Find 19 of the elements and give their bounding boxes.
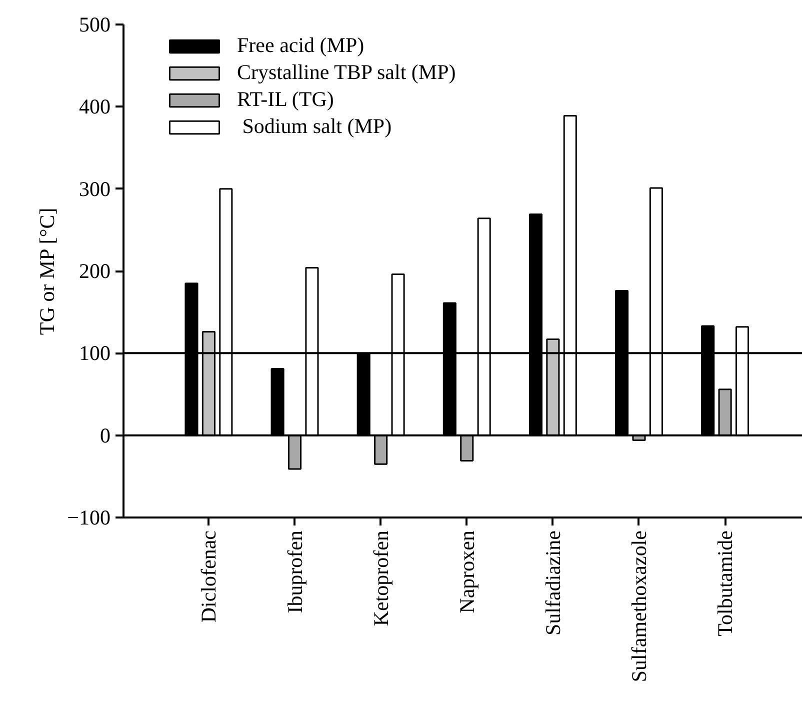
y-tick-label: 200	[79, 259, 110, 283]
legend-label: RT-IL (TG)	[237, 87, 334, 112]
y-tick-label: 500	[79, 12, 110, 36]
y-tick-label: 100	[79, 341, 110, 366]
x-tick-label: Diclofenac	[196, 530, 221, 623]
y-tick-label: 300	[79, 176, 110, 201]
x-tick-label: Naproxen	[454, 530, 479, 614]
y-tick-label: 400	[79, 94, 110, 119]
y-tick-label: −100	[67, 506, 110, 530]
y-tick-label: 0	[100, 423, 110, 448]
y-axis-title: TG or MP [°C]	[35, 208, 60, 335]
x-tick-label: Sulfadiazine	[540, 530, 565, 636]
legend-label: Sodium salt (MP)	[241, 114, 392, 139]
x-tick-label: Ketoprofen	[368, 530, 393, 626]
x-tick-label: Tolbutamide	[713, 530, 738, 636]
x-tick-label: Sulfamethoxazole	[626, 530, 651, 682]
legend-label: Free acid (MP)	[237, 33, 364, 58]
legend-label: Crystalline TBP salt (MP)	[237, 60, 456, 85]
x-tick-label: Ibuprofen	[282, 530, 307, 614]
